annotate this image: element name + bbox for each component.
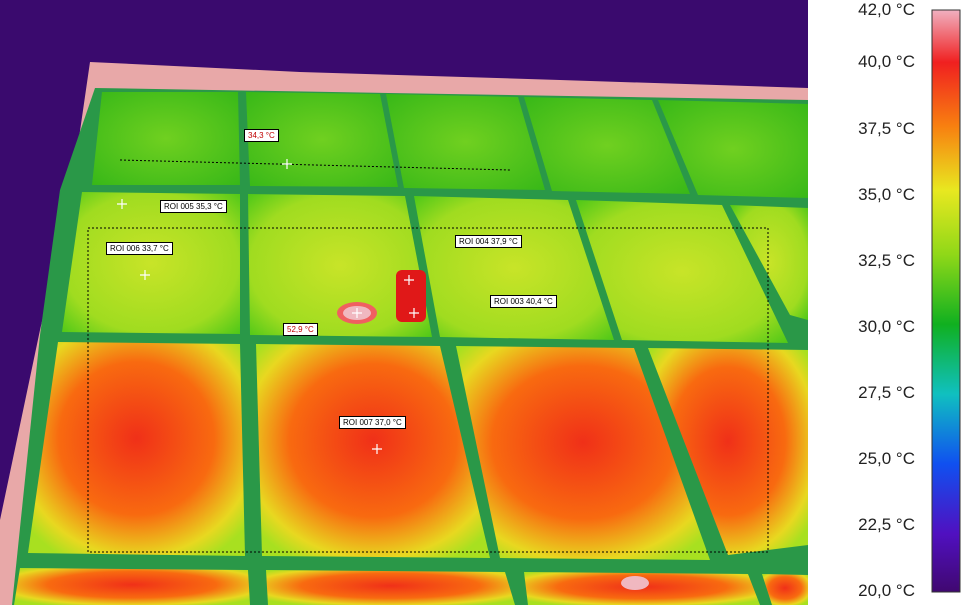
panel [456,346,710,560]
panel [28,342,245,556]
hotspot [621,576,649,590]
scale-label: 27,5 °C [858,383,915,402]
panel [658,100,808,198]
panel [256,344,490,558]
color-scale [931,9,961,593]
scale-label: 42,0 °C [858,0,915,19]
panel [248,194,432,337]
scale-label: 35,0 °C [858,185,915,204]
panels [14,92,808,605]
scale-label: 30,0 °C [858,317,915,336]
annotation: 34,3 °C [244,129,279,142]
annotation: ROI 006 33,7 °C [106,242,173,255]
panel [524,97,690,194]
panel [14,568,250,605]
scale-label: 40,0 °C [858,52,915,71]
annotation: ROI 003 40,4 °C [490,295,557,308]
roi-line [119,159,511,171]
panel [246,92,398,187]
scale-label: 20,0 °C [858,581,915,600]
hotspot [396,270,426,322]
annotation: ROI 007 37,0 °C [339,416,406,429]
panel [576,200,788,343]
panel [648,348,808,555]
annotation: 52,9 °C [283,323,318,336]
scale-label: 37,5 °C [858,119,915,138]
panel [762,574,808,605]
panel [730,205,808,320]
scale-label: 25,0 °C [858,449,915,468]
scale-label: 32,5 °C [858,251,915,270]
panel [386,94,545,190]
panel [62,192,240,334]
panel [266,570,515,605]
panel [92,92,240,185]
annotation: ROI 005 35,3 °C [160,200,227,213]
panel [414,196,614,340]
roi-area [87,227,769,553]
scale-label: 22,5 °C [858,515,915,534]
annotation: ROI 004 37,9 °C [455,235,522,248]
crosshairs [117,159,419,454]
